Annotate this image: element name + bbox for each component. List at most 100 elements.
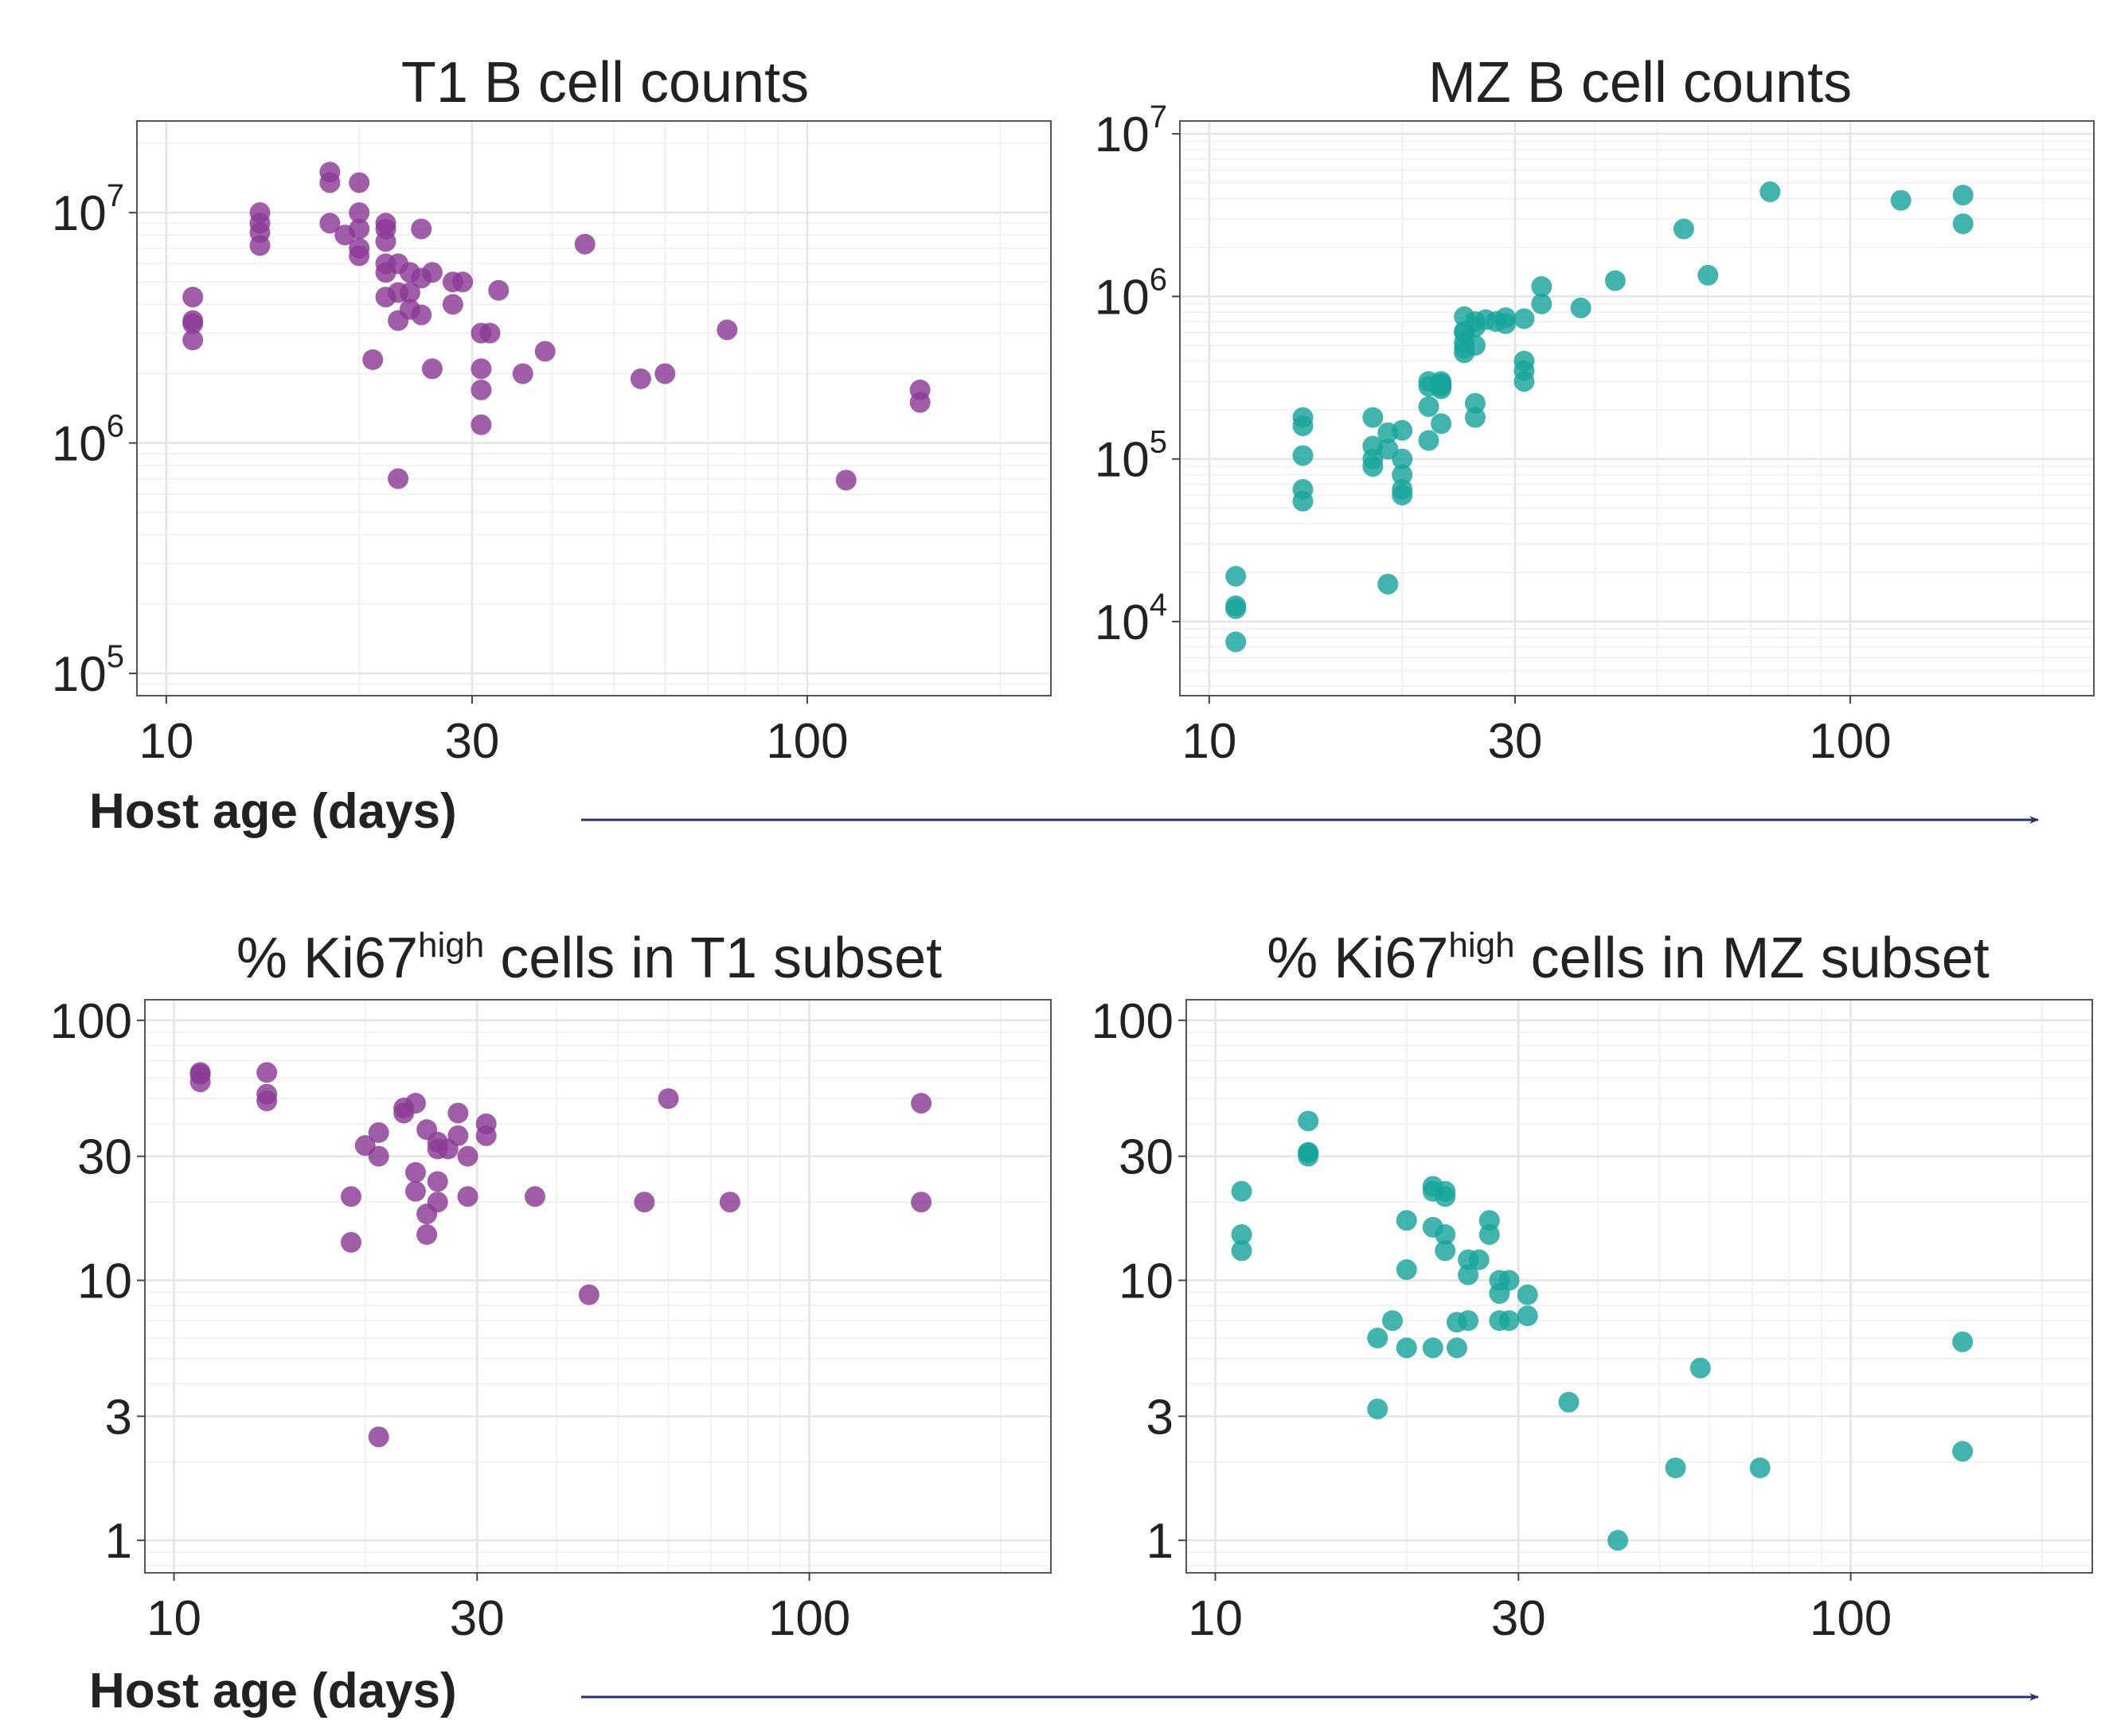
mz-ki67-data-point (1396, 1210, 1417, 1231)
mz-ki67-data-point (1468, 1249, 1490, 1270)
mz-ki67-data-point (1298, 1142, 1319, 1164)
t1-counts-data-point (471, 379, 492, 400)
t1-ki67-data-point (427, 1192, 448, 1213)
mz-counts-data-point (1418, 396, 1439, 417)
t1-ki67-data-point (457, 1145, 478, 1167)
mz-ki67-data-point (1517, 1305, 1538, 1327)
t1-ki67-data-point (340, 1186, 361, 1207)
t1-counts-data-point (399, 282, 420, 303)
t1-counts-plot-frame (136, 120, 1052, 696)
mz-ki67-data-point (1478, 1224, 1500, 1246)
t1-ki67-data-point (911, 1192, 932, 1213)
mz-counts-data-point (1513, 308, 1535, 330)
mz-counts-plot-frame (1179, 120, 2095, 696)
mz-ki67-ytick-label: 10 (1119, 1254, 1174, 1309)
t1-counts-data-point (471, 358, 492, 380)
mz-ki67-data-point (1435, 1180, 1456, 1202)
t1-counts-xtick-label: 100 (766, 714, 848, 769)
mz-ki67-xtick-label: 30 (1491, 1591, 1546, 1646)
mz-counts-data-point (1464, 392, 1486, 414)
t1-counts-data-point (835, 470, 857, 491)
mz-ki67-data-point (1231, 1180, 1252, 1202)
mz-ki67-data-point (1422, 1337, 1443, 1359)
t1-counts-ytick-label: 106 (52, 409, 124, 472)
t1-counts-data-point (249, 235, 271, 256)
mz-ki67-data-point (1952, 1441, 1974, 1462)
mz-ki67-data-point (1952, 1331, 1974, 1352)
mz-counts-data-point (1697, 264, 1719, 286)
mz-counts-data-point (1890, 189, 1912, 211)
t1-counts-ytick-label: 105 (52, 639, 124, 702)
mz-counts-title: MZ B cell counts (1428, 51, 1852, 115)
mz-counts-data-point (1431, 413, 1452, 435)
mz-ki67-data-point (1458, 1310, 1479, 1332)
t1-ki67-plot-frame (144, 999, 1052, 1574)
mz-ki67-ytick-label: 100 (1092, 994, 1174, 1049)
mz-counts-data-point (1418, 430, 1439, 451)
t1-ki67-data-point (719, 1192, 740, 1213)
mz-counts-data-point (1225, 565, 1247, 587)
mz-counts-xtick-label: 30 (1487, 714, 1542, 769)
mz-ki67-data-point (1231, 1224, 1252, 1246)
t1-ki67-data-point (404, 1161, 426, 1183)
t1-ki67-ytick-label: 100 (50, 994, 132, 1049)
mz-counts-data-point (1495, 313, 1517, 334)
mz-ki67-ytick-label: 3 (1146, 1390, 1174, 1445)
t1-counts-data-point (534, 341, 556, 362)
t1-ki67-data-point (447, 1102, 469, 1124)
t1-ki67-data-point (578, 1284, 600, 1305)
t1-counts-data-point (421, 262, 443, 283)
t1-ki67-ytick-label: 1 (105, 1514, 132, 1569)
t1-ki67-panel: % Ki67high cells in T1 subset 10 30 100 1 3 10… (50, 926, 1052, 1646)
mz-counts-ytick-label: 105 (1095, 425, 1167, 488)
mz-ki67-data-point (1367, 1399, 1388, 1420)
mz-ki67-data-point (1367, 1327, 1388, 1348)
mz-counts-xtick-label: 10 (1181, 714, 1236, 769)
t1-counts-data-point (630, 368, 651, 389)
t1-counts-data-point (349, 172, 370, 193)
mz-counts-ytick-label: 106 (1095, 262, 1167, 325)
t1-ki67-data-point (457, 1186, 478, 1207)
mz-ki67-data-point (1231, 1240, 1252, 1262)
mz-counts-data-point (1392, 478, 1413, 500)
t1-counts-data-point (349, 218, 370, 240)
x-axis-label-top: Host age (days) (89, 784, 457, 839)
t1-ki67-data-point (416, 1224, 438, 1246)
mz-counts-data-point (1464, 407, 1486, 428)
t1-counts-data-point (411, 304, 432, 326)
t1-ki67-data-point (911, 1092, 932, 1114)
t1-ki67-data-point (368, 1145, 389, 1167)
t1-counts-xtick-label: 10 (139, 714, 193, 769)
t1-counts-data-point (512, 363, 533, 384)
t1-ki67-ytick-label: 10 (77, 1254, 132, 1309)
t1-counts-data-point (411, 218, 432, 240)
mz-ki67-data-point (1689, 1357, 1711, 1379)
t1-ki67-xtick-label: 10 (146, 1591, 201, 1646)
mz-counts-data-point (1225, 631, 1247, 653)
mz-ki67-data-point (1517, 1284, 1538, 1305)
mz-counts-ytick-label: 107 (1095, 99, 1167, 162)
t1-counts-data-point (319, 172, 341, 193)
t1-counts-data-point (388, 468, 409, 490)
mz-counts-data-point (1570, 297, 1592, 318)
mz-counts-data-point (1673, 218, 1694, 240)
mz-counts-data-point (1392, 448, 1413, 470)
mz-ki67-data-point (1435, 1224, 1456, 1246)
t1-ki67-ytick-label: 30 (77, 1130, 132, 1185)
t1-ki67-data-point (340, 1231, 361, 1253)
t1-counts-data-point (488, 279, 510, 301)
mz-counts-data-point (1604, 270, 1626, 291)
mz-ki67-data-point (1298, 1110, 1319, 1132)
mz-ki67-xtick-label: 10 (1188, 1591, 1243, 1646)
t1-ki67-data-point (658, 1088, 679, 1110)
mz-counts-xtick-label: 100 (1809, 714, 1891, 769)
t1-counts-data-point (471, 414, 492, 435)
t1-ki67-title: % Ki67high cells in T1 subset (236, 926, 942, 990)
mz-ki67-data-point (1458, 1264, 1479, 1285)
t1-ki67-data-point (368, 1426, 389, 1448)
t1-counts-data-point (319, 213, 341, 234)
mz-counts-data-point (1225, 598, 1247, 619)
mz-counts-data-point (1952, 213, 1974, 235)
mz-ki67-panel: % Ki67high cells in MZ subset 10 30 100 1 3 10… (1092, 926, 2093, 1646)
mz-ki67-data-point (1498, 1270, 1520, 1291)
